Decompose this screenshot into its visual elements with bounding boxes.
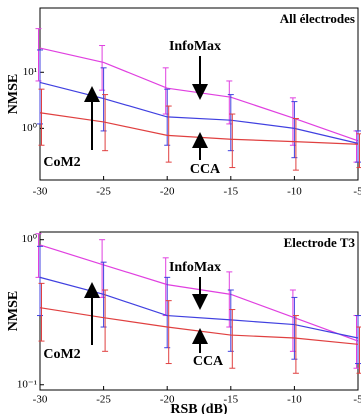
x-tick-label: -25 xyxy=(96,186,111,198)
error-bar xyxy=(226,271,233,328)
annotation: CCA xyxy=(190,162,221,177)
x-tick-label: -10 xyxy=(287,186,302,198)
error-bar xyxy=(229,309,236,369)
error-bar xyxy=(38,282,45,342)
x-axis-label: RSB (dB) xyxy=(170,402,228,414)
y-tick-label: 10¹ xyxy=(23,66,37,78)
error-bar xyxy=(227,94,234,152)
x-tick-label: -25 xyxy=(96,394,111,406)
panel-title: Electrode T3 xyxy=(284,235,356,250)
error-bar xyxy=(292,315,299,374)
error-bar xyxy=(353,315,360,369)
error-bar xyxy=(165,105,172,163)
error-bar xyxy=(38,88,45,146)
x-tick-label: -30 xyxy=(33,186,48,198)
error-bar xyxy=(353,130,360,163)
x-tick-label: -20 xyxy=(160,186,175,198)
panel-title: All électrodes xyxy=(280,11,355,26)
error-bar xyxy=(102,289,109,352)
error-bar xyxy=(355,130,361,163)
y-axis-label: NMSE xyxy=(6,291,21,331)
error-bar xyxy=(226,80,233,125)
error-bar xyxy=(165,300,172,365)
series-line xyxy=(39,112,359,145)
error-bar xyxy=(292,117,299,171)
error-bar xyxy=(289,289,296,352)
error-bar xyxy=(164,276,171,349)
x-tick-label: -15 xyxy=(223,186,238,198)
error-bar xyxy=(162,67,169,115)
error-bar xyxy=(102,94,109,152)
error-bar xyxy=(355,315,361,365)
annotation: InfoMax xyxy=(169,39,221,54)
error-bar xyxy=(37,245,43,317)
error-bar xyxy=(229,113,236,169)
error-bar xyxy=(227,289,234,352)
y-tick-label: 10⁰ xyxy=(22,233,38,245)
x-tick-label: -15 xyxy=(223,394,238,406)
annotation: CCA xyxy=(193,354,224,369)
y-tick-label: 10⁻¹ xyxy=(17,378,37,390)
annotation: CoM2 xyxy=(43,347,80,362)
error-bar xyxy=(291,101,298,159)
annotation: CoM2 xyxy=(43,155,80,170)
error-bar xyxy=(356,133,361,169)
x-tick-label: -5 xyxy=(353,186,361,198)
x-tick-label: -20 xyxy=(160,394,175,406)
error-bar xyxy=(99,239,106,298)
error-bar xyxy=(162,257,169,317)
x-tick-label: -10 xyxy=(287,394,302,406)
y-tick-label: 10⁰ xyxy=(22,122,38,134)
error-bar xyxy=(356,326,361,374)
y-axis-label: NMSE xyxy=(6,74,21,114)
annotation: InfoMax xyxy=(169,260,221,275)
x-tick-label: -5 xyxy=(353,394,361,406)
x-tick-label: -30 xyxy=(33,394,48,406)
error-bar xyxy=(289,97,296,146)
error-bar xyxy=(291,296,298,360)
